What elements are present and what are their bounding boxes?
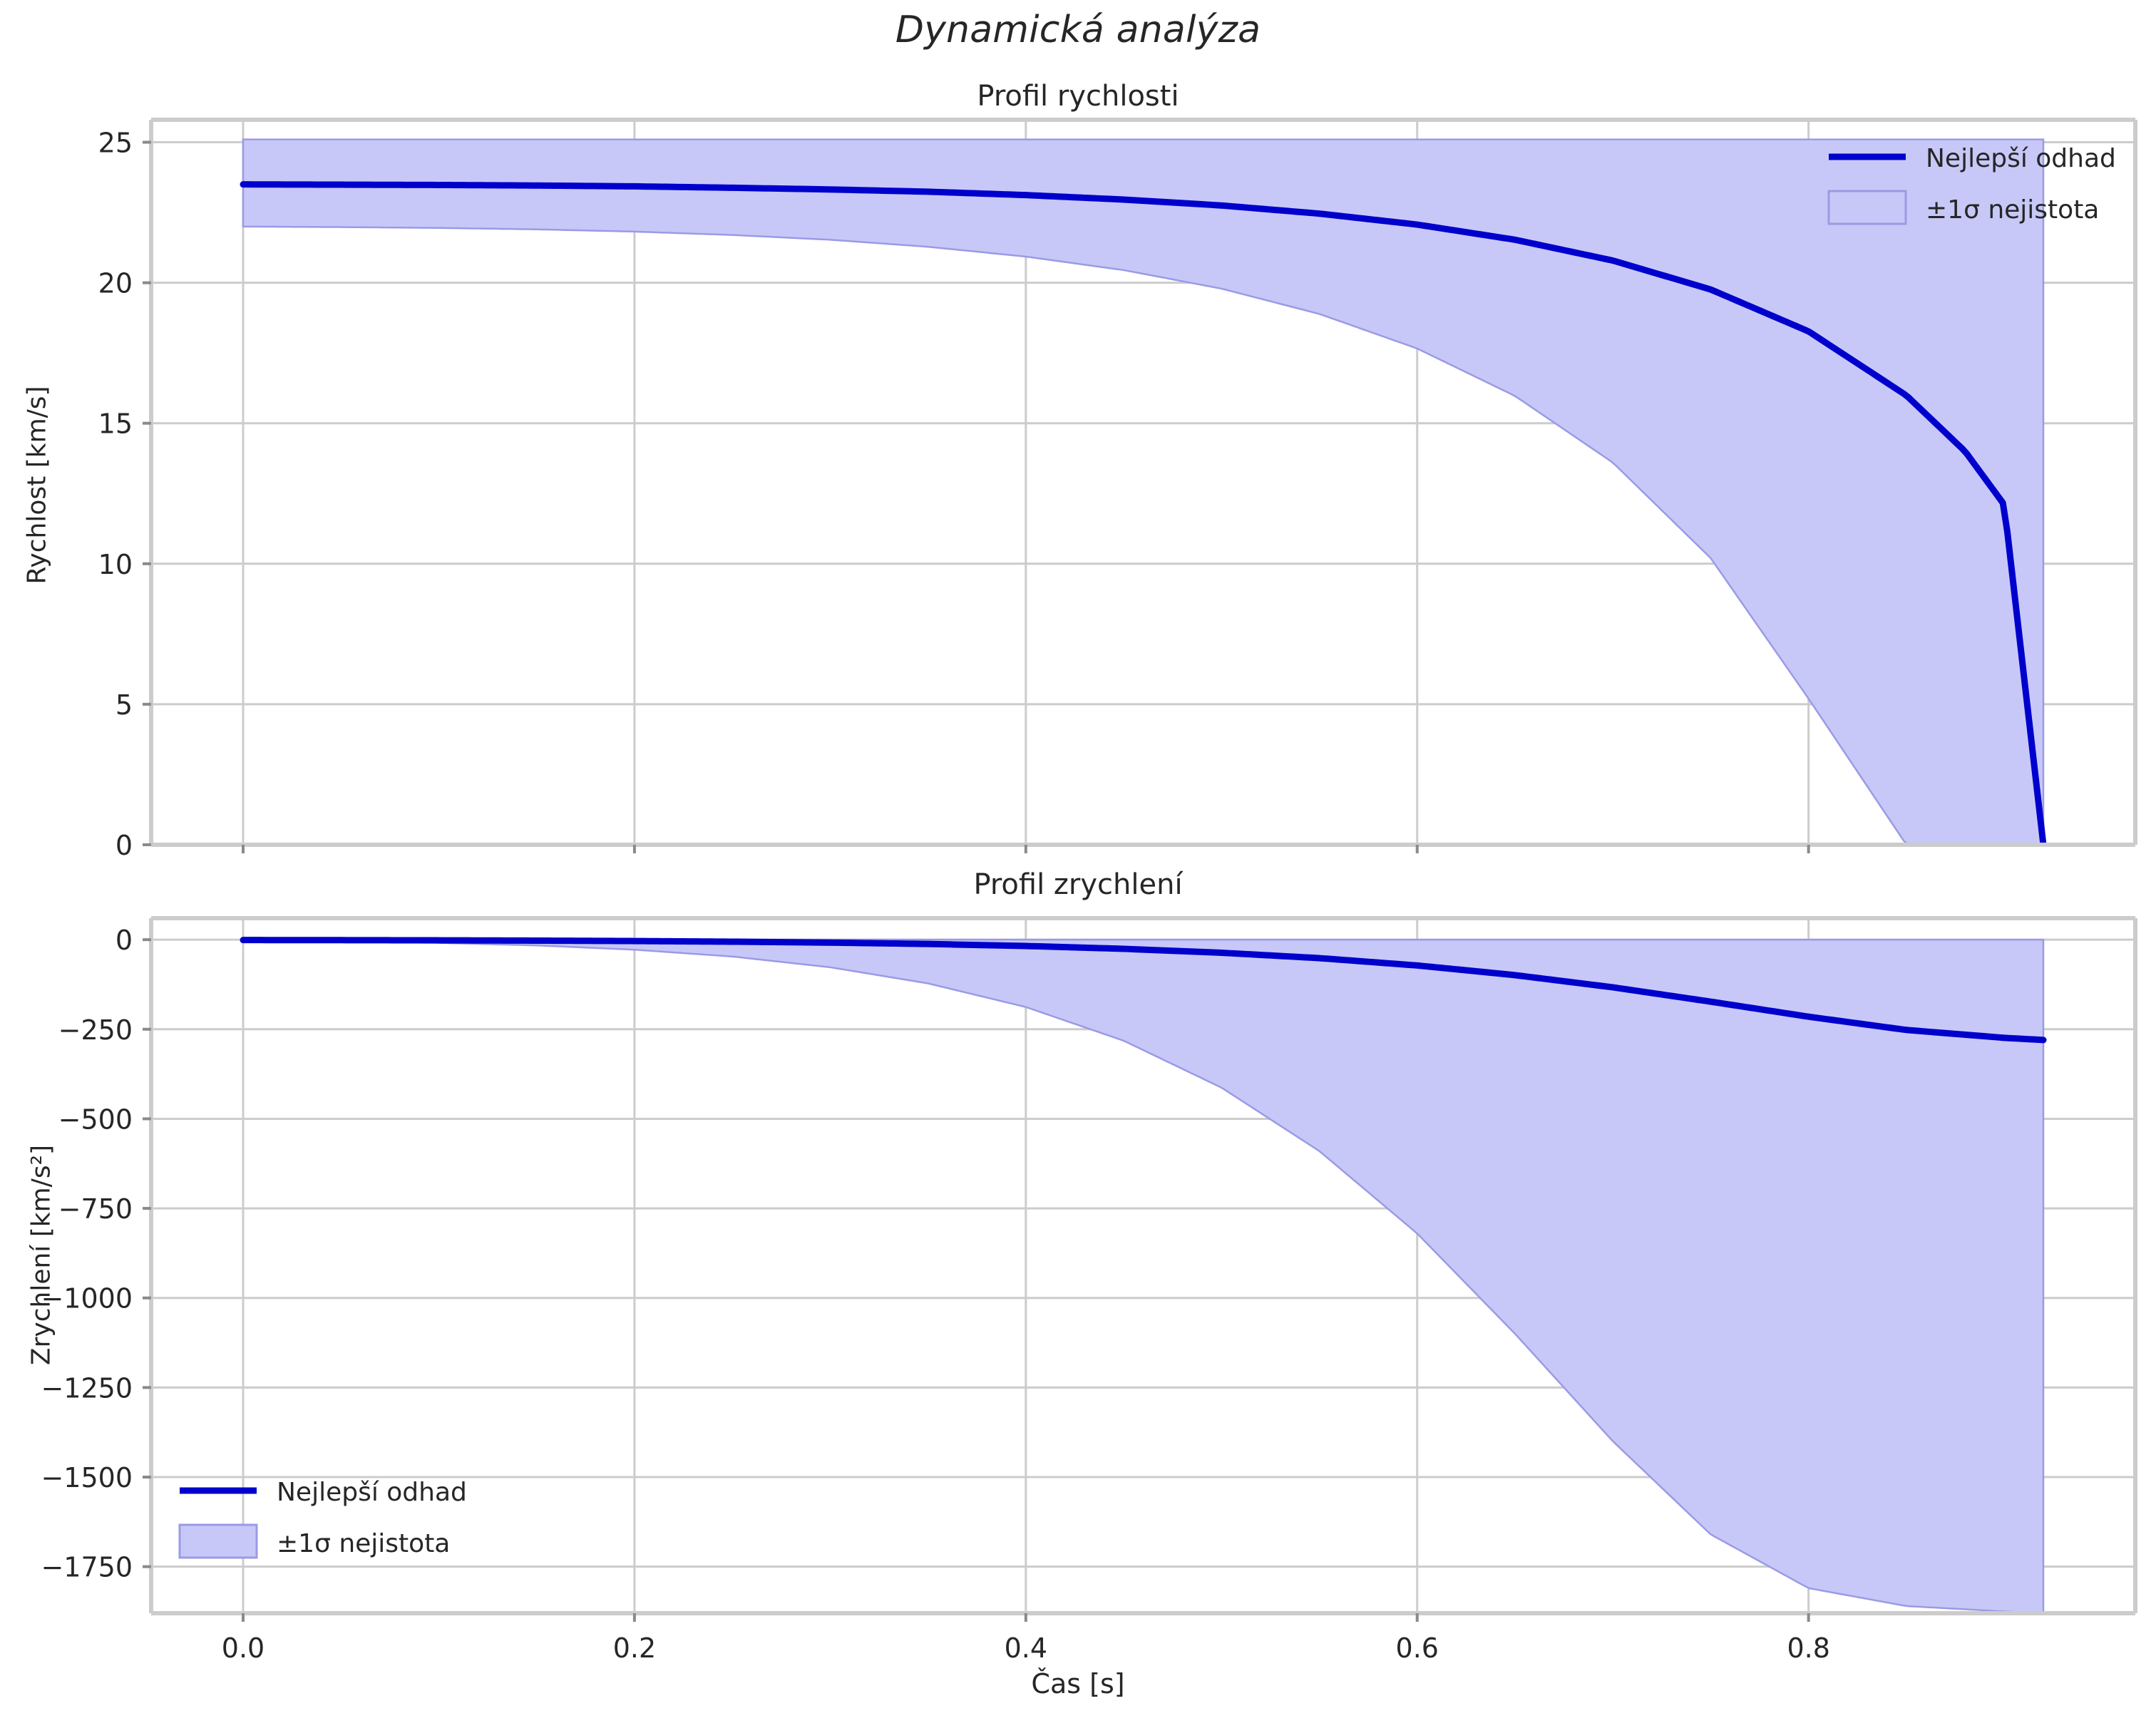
legend-line-label: Nejlepší odhad	[1926, 144, 2116, 173]
legend-band-label: ±1σ nejistota	[1926, 195, 2099, 225]
y-tick-labels: 0 −250 −500 −750 −1000 −1250 −1500 −1750	[41, 925, 151, 1583]
uncertainty-band	[242, 138, 2045, 845]
figure-suptitle: Dynamická analýza	[895, 9, 1261, 51]
legend: Nejlepší odhad ±1σ nejistota	[178, 1478, 467, 1559]
axes-spines	[149, 118, 2137, 847]
legend-band-swatch	[1827, 190, 1907, 225]
x-tick-label: 0.0	[222, 1632, 265, 1664]
x-tick-label: 0.8	[1787, 1632, 1829, 1664]
velocity-panel: 0 5 10 15 20 25 Nejlepší odhad ±1σ nejistota	[98, 118, 2137, 861]
y-tick-label: −500	[58, 1104, 133, 1135]
y-tick-label: −750	[58, 1193, 133, 1225]
axes-spines	[149, 916, 2137, 1615]
x-tick-label: 0.4	[1005, 1632, 1047, 1664]
y-tick-labels: 0 5 10 15 20 25	[98, 128, 151, 861]
y-tick-label: 0	[115, 925, 133, 956]
y-tick-label: −1250	[41, 1372, 133, 1404]
y-tick-label: 0	[115, 830, 133, 861]
x-axis-label: Čas [s]	[1031, 1668, 1125, 1699]
y-tick-label: 10	[98, 549, 133, 580]
acceleration-panel-title: Profil zrychlení	[973, 868, 1183, 901]
y-tick-label: −1000	[41, 1283, 133, 1315]
legend: Nejlepší odhad ±1σ nejistota	[1827, 144, 2116, 225]
y-tick-label: 5	[115, 689, 133, 721]
y-tick-label: 25	[98, 128, 133, 159]
x-tick-label: 0.2	[613, 1632, 656, 1664]
best-estimate-line	[240, 181, 2047, 845]
y-tick-label: 20	[98, 268, 133, 299]
y-tick-label: −250	[58, 1014, 133, 1046]
y-tick-label: −1500	[41, 1462, 133, 1493]
legend-band-label: ±1σ nejistota	[277, 1529, 450, 1558]
legend-band-swatch	[178, 1523, 258, 1559]
best-estimate-line	[240, 937, 2047, 1044]
x-tick-labels	[242, 845, 1810, 853]
velocity-panel-title: Profil rychlosti	[977, 80, 1179, 113]
x-tick-labels: 0.0 0.2 0.4 0.6 0.8	[222, 1613, 1830, 1664]
legend-line-label: Nejlepší odhad	[277, 1478, 467, 1507]
y-tick-label: −1750	[41, 1552, 133, 1583]
x-tick-label: 0.6	[1396, 1632, 1439, 1664]
y-tick-label: 15	[98, 408, 133, 440]
